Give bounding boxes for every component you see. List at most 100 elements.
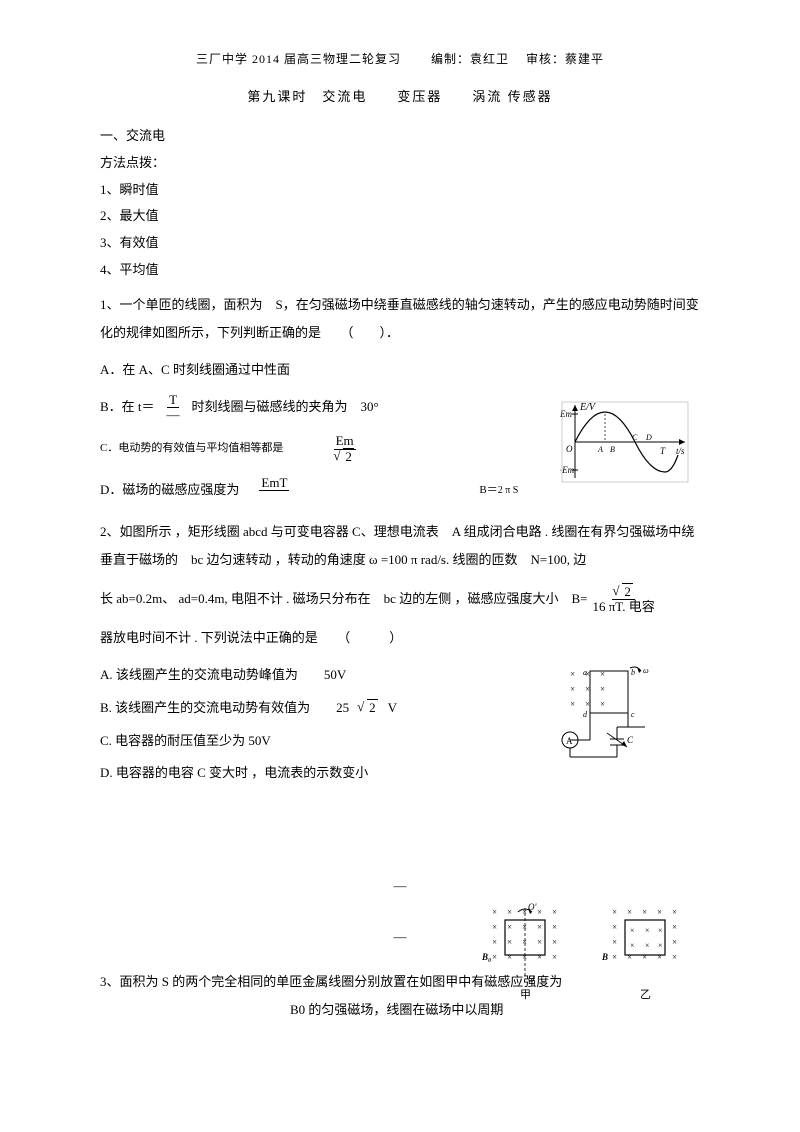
svg-text:O: O [528,974,535,984]
svg-text:×: × [492,937,497,947]
question-2-text-3: 器放电时间不计 . 下列说法中正确的是 （ ） [100,624,700,653]
q1-opt-b-frac: T — [165,393,182,423]
fig3-right: ××××× ×× ×× ××××× ××× ××× B 乙 [601,907,677,1001]
fig3-left: ××××× ××××× ××××× ××××× O' O B₀ 甲 [481,902,557,1001]
svg-text:×: × [642,907,647,917]
q1-opt-d-text: D．磁场的磁感应强度为 [100,480,239,501]
fig1-b: B [610,445,615,454]
frac-num: T [167,393,179,408]
svg-text:×: × [522,922,527,932]
q1-opt-d-right: B＝2 π S [479,482,518,500]
svg-text:×: × [612,907,617,917]
page-header: 三厂中学 2014 届高三物理二轮复习 编制：袁红卫 审核：蔡建平 [100,50,700,69]
svg-text:d: d [583,710,588,719]
fig1-c: C [632,433,638,442]
fig1-a: A [597,445,603,454]
svg-text:×: × [630,941,635,950]
svg-text:×: × [507,952,512,962]
svg-text:×: × [672,922,677,932]
svg-text:×: × [658,926,663,935]
svg-text:×: × [612,937,617,947]
fig1-t: T [660,446,666,456]
svg-text:×: × [492,922,497,932]
frac-num: 2 [612,585,635,600]
q1-opt-a-text: A．在 A、C 时刻线圈通过中性面 [100,360,290,381]
q1-option-a: A．在 A、C 时刻线圈通过中性面 [100,360,700,381]
svg-text:×: × [672,952,677,962]
svg-text:×: × [600,699,605,709]
svg-text:ω: ω [643,666,649,675]
q1-opt-d-num: EmT [259,476,289,506]
svg-text:×: × [672,907,677,917]
svg-text:×: × [552,907,557,917]
section-1-heading: 一、交流电 [100,126,700,147]
fig1-xlabel: t/s [676,446,685,456]
q2-opt-b-post: V [388,698,397,719]
svg-text:×: × [657,907,662,917]
fig1-origin: O [566,444,573,454]
frac-den: 2 [333,450,356,464]
svg-text:×: × [507,922,512,932]
school-name: 三厂中学 [196,52,248,66]
q3-text-2: B0 的匀强磁场，线圈在磁场中以周期 [290,1002,503,1017]
frac-den [271,491,278,505]
q2-opt-a-text: A. 该线圈产生的交流电动势峰值为 50V [100,665,346,686]
q2-opt-d-text: D. 电容器的电容 C 变大时 ，电流表的示数变小 [100,763,368,784]
svg-text:×: × [492,952,497,962]
svg-text:×: × [552,922,557,932]
svg-text:×: × [570,669,575,679]
method-item-1: 1、瞬时值 [100,180,700,201]
svg-text:×: × [570,699,575,709]
svg-text:b: b [631,668,635,677]
svg-text:×: × [658,941,663,950]
figure-3-fields: ××××× ××××× ××××× ××××× O' O B₀ 甲 ××××× … [480,900,700,1000]
fig1-ylabel: E/V [579,402,597,413]
svg-text:×: × [612,952,617,962]
svg-text:×: × [492,907,497,917]
author-text: 编制：袁红卫 [431,52,509,66]
svg-text:a: a [583,668,587,677]
svg-text:×: × [585,684,590,694]
svg-text:×: × [627,952,632,962]
q2-opt-c-text: C. 电容器的耐压值至少为 50V [100,731,271,752]
svg-text:×: × [630,926,635,935]
svg-text:×: × [537,922,542,932]
question-2-text-2: 长 ab=0.2m、 ad=0.4m, 电阻不计 . 磁场只分布在 bc 边的左… [100,585,700,615]
frac-den: 16 πT. 电容 [590,600,656,614]
svg-text:乙: 乙 [640,988,651,1001]
year-text: 2014 届高三物理二轮复习 [252,52,401,66]
q2-opt-b-pre: B. 该线圈产生的交流电动势有效值为 25 [100,698,349,719]
dash-separator: — [100,876,700,897]
svg-text:×: × [657,952,662,962]
svg-text:×: × [552,952,557,962]
svg-text:甲: 甲 [520,989,531,1001]
svg-text:×: × [537,937,542,947]
q2-t2-frac: 2 16 πT. 电容 [590,585,656,615]
svg-text:B: B [601,952,608,962]
svg-text:×: × [522,937,527,947]
q1-opt-b-post: 时刻线圈与磁感线的夹角为 30° [192,397,379,418]
svg-text:×: × [537,952,542,962]
figure-1-sine-graph: E/V Em −Em O A B C D T t/s [560,400,690,485]
frac-den: — [165,408,182,422]
svg-text:c: c [631,710,635,719]
method-label: 方法点拨： [100,153,700,174]
lesson-title: 第九课时 交流电 变压器 涡流 传感器 [100,87,700,108]
svg-text:C: C [627,735,634,745]
reviewer-text: 审核：蔡建平 [526,52,604,66]
q2-option-d: D. 电容器的电容 C 变大时 ，电流表的示数变小 [100,763,700,784]
figure-2-circuit: ××× ××× ××× a b c d ω A C [555,665,670,765]
method-item-4: 4、平均值 [100,260,700,281]
svg-text:×: × [645,926,650,935]
question-1-text: 1、一个单匝的线圈，面积为 S，在匀强磁场中绕垂直磁感线的轴匀速转动，产生的感应… [100,291,700,348]
svg-text:×: × [537,907,542,917]
q2-t2-pre: 长 ab=0.2m、 ad=0.4m, 电阻不计 . 磁场只分布在 bc 边的左… [100,585,587,614]
q1-opt-c-formula: Em 2 [333,434,356,464]
svg-text:×: × [642,952,647,962]
method-item-2: 2、最大值 [100,206,700,227]
svg-text:×: × [552,937,557,947]
method-item-3: 3、有效值 [100,233,700,254]
q1-opt-b-pre: B．在 t＝ [100,397,155,418]
svg-text:B₀: B₀ [481,952,491,962]
svg-text:×: × [507,937,512,947]
